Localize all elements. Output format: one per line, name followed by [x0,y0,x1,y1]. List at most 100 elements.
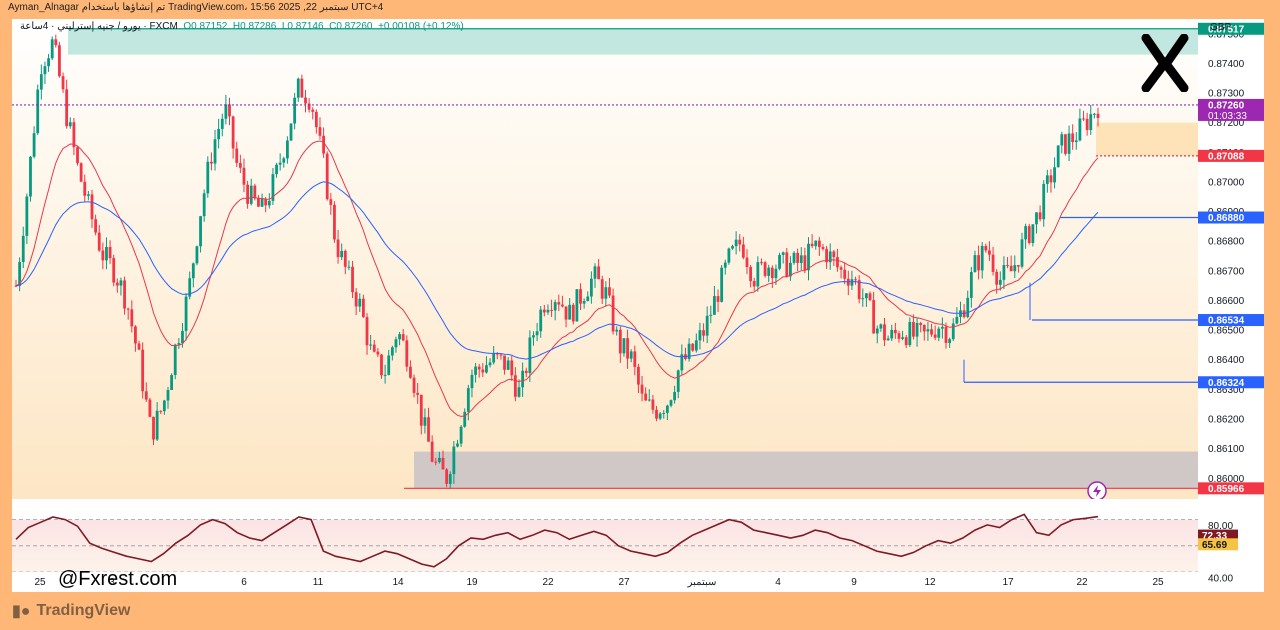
x-brand-icon [1141,34,1189,92]
candle-body [1009,265,1013,272]
rsi-ma-label: 65.69 [1202,540,1227,551]
lightning-icon-bolt [1093,485,1101,497]
header-text: Ayman_Alnagar تم إنشاؤها باستخدام Tradin… [8,2,384,13]
x-tick-label: 11 [313,577,324,588]
candle-body [1056,145,1060,168]
y-tick-label: 0.86500 [1208,326,1245,337]
candle-body [582,301,586,304]
candle-body [977,255,980,271]
candle-body [756,262,760,287]
candle-body [698,330,702,341]
candle-body [615,329,619,332]
candle-body [702,330,705,336]
candle-body [893,329,897,334]
x-tick-label: 17 [1002,577,1014,588]
candle-body [662,412,666,414]
candle-body [242,167,246,185]
candle-body [452,446,456,475]
candle-body [792,252,796,263]
candle-body [944,326,948,343]
candle-body [687,343,691,359]
rsi-line [15,513,1099,568]
candle-body [112,258,116,283]
candle-body [575,289,579,322]
candle-body [1096,113,1100,118]
price-label-box [1198,149,1264,162]
price-axis-svg[interactable]: 0.875000.874000.873000.872000.871000.870… [1198,19,1280,592]
candle-body [47,58,50,67]
candle-body [528,337,532,373]
candle-body [1060,134,1064,146]
candle-body [271,174,275,201]
rsi-tick-label: 80.00 [1208,521,1233,532]
candle-body [673,391,677,401]
candle-body [825,249,828,263]
x-tick-label: سبتمبر [687,577,717,588]
candle-body [1035,212,1038,225]
candle-body [561,304,564,307]
candle-body [115,282,119,286]
candle-body [401,334,405,341]
candle-body [21,235,25,262]
candle-body [463,411,467,427]
candle-body [474,366,477,375]
candle-body [1092,113,1096,115]
candle-body [879,324,883,329]
candle-body [390,347,394,356]
currency-label[interactable]: GBP [1210,22,1232,33]
candle-body [195,246,199,264]
tradingview-logo: ▮● TradingView [12,600,130,622]
time-axis-svg[interactable]: 25 3 6 11 14 19 22 27 سبتمبر 4 9 12 17 22 25 [12,573,1198,591]
candle-body [499,354,503,356]
x-tick-label: 12 [924,577,936,588]
candle-body [988,250,991,255]
candle-body [828,251,832,263]
candle-body [723,262,727,268]
candle-body [94,219,98,233]
y-tick-label: 0.86400 [1208,355,1245,366]
candle-body [1006,265,1009,267]
candle-body [470,374,474,389]
candle-body [202,193,206,217]
price-plot-area[interactable] [12,19,1198,499]
candle-body [1053,167,1056,183]
candle-body [340,250,344,258]
candle-body [564,306,568,320]
candle-body [521,370,525,388]
x-tick-label: 3 [109,577,115,588]
candle-body [152,416,155,440]
candle-body [951,323,955,340]
candle-body [984,245,988,251]
candle-body [557,302,561,305]
candle-body [832,251,836,258]
price-chart-svg[interactable] [12,19,1198,499]
candle-body [347,266,351,268]
candle-body [300,78,304,98]
x-tick-label: 14 [392,577,404,588]
ohlc-legend: يورو / جنيه إسترليني · 4ساعة · FXCM O0.8… [20,21,464,32]
candle-body [264,198,268,206]
candle-body [238,162,242,168]
candle-body [137,343,141,350]
candle-body [86,194,90,196]
candle-body [162,400,166,412]
candle-body [727,248,731,263]
candle-body [904,337,908,346]
candle-body [58,45,61,77]
candle-body [665,405,669,413]
candle-body [1071,133,1075,143]
candle-body [293,97,297,124]
candle-body [351,266,354,293]
candle-body [897,333,901,339]
rsi-panel-svg[interactable] [12,500,1198,572]
candle-body [600,279,604,299]
y-tick-label: 0.87500 [1208,29,1245,40]
candle-body [991,254,995,272]
candle-body [608,287,611,296]
candle-body [423,417,427,426]
high-value: H0.87286 [232,21,277,32]
demand-zone [414,451,1198,489]
candle-body [296,78,300,98]
candle-body [937,328,941,338]
candle-body [741,244,745,258]
